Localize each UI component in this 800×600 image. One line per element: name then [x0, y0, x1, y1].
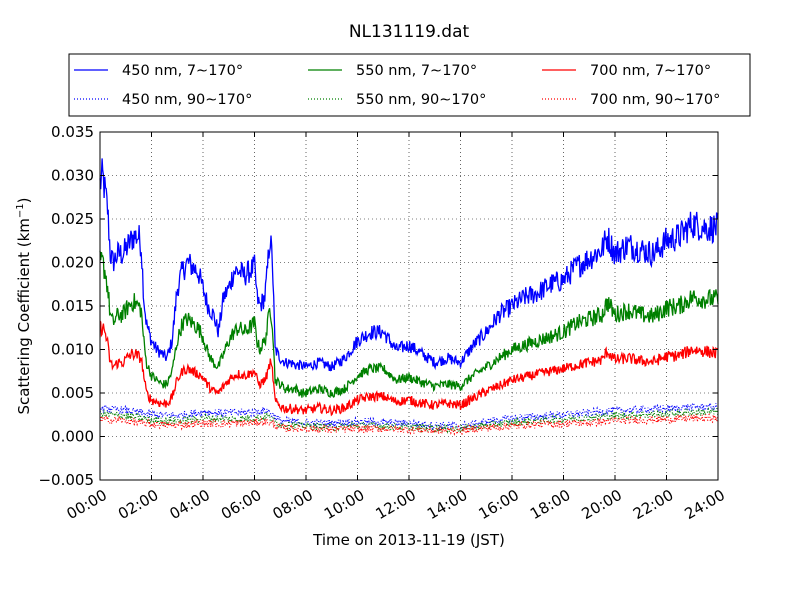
- legend-label-2: 550 nm, 7∼170°: [356, 63, 477, 79]
- y-tick-label: 0.020: [51, 254, 94, 272]
- y-tick-label: 0.015: [51, 297, 94, 315]
- y-axis-label-exponent: −1: [15, 203, 26, 218]
- legend-label-4: 450 nm, 90∼170°: [122, 92, 252, 108]
- series-line-5: [99, 407, 719, 434]
- series-layer: [99, 158, 719, 436]
- series-line-6: [99, 413, 719, 436]
- y-tick-label: 0.000: [51, 428, 94, 446]
- y-tick-label: 0.035: [51, 123, 94, 141]
- y-tick-label: 0.030: [51, 167, 94, 185]
- legend-label-1: 450 nm, 7∼170°: [122, 63, 243, 79]
- x-axis-label: Time on 2013-11-19 (JST): [312, 531, 505, 549]
- chart-title: NL131119.dat: [349, 22, 470, 42]
- series-line-2: [99, 250, 719, 399]
- y-axis-label: Scattering Coefficient (km−1): [15, 197, 33, 414]
- y-tick-label: −0.005: [38, 471, 94, 489]
- legend-label-6: 700 nm, 90∼170°: [590, 92, 720, 108]
- legend-frame: [68, 53, 751, 117]
- y-tick-label: 0.010: [51, 341, 94, 359]
- y-axis-label-close: ): [15, 197, 33, 203]
- legend-label-5: 550 nm, 90∼170°: [356, 92, 486, 108]
- y-tick-label: 0.005: [51, 384, 94, 402]
- y-axis-label-main: Scattering Coefficient (km: [15, 218, 33, 414]
- legend-label-3: 700 nm, 7∼170°: [590, 63, 711, 79]
- series-line-1: [99, 158, 719, 372]
- y-tick-label: 0.025: [51, 210, 94, 228]
- series-line-3: [99, 320, 719, 417]
- legend: 450 nm, 7∼170° 550 nm, 7∼170° 700 nm, 7∼17…: [68, 53, 751, 117]
